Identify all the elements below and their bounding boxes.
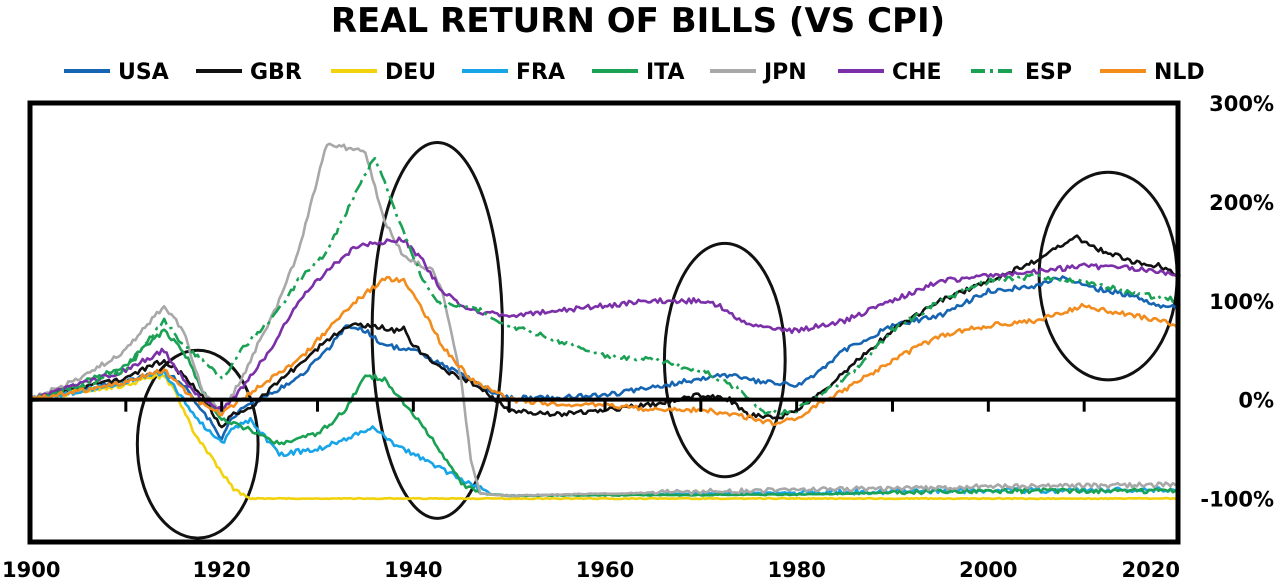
legend-item-gbr: GBR bbox=[196, 60, 302, 85]
plot-frame bbox=[27, 100, 1181, 545]
x-tick-label: 2020 bbox=[1122, 558, 1180, 582]
y-tick-label: 300% bbox=[1209, 92, 1274, 116]
highlight-ellipse bbox=[135, 348, 260, 540]
series-line-che bbox=[29, 236, 1181, 412]
series-line-ita bbox=[29, 328, 1181, 498]
legend-label: GBR bbox=[250, 60, 302, 85]
legend-item-deu: DEU bbox=[331, 60, 436, 85]
x-tick-label: 1980 bbox=[767, 558, 825, 582]
y-tick-label: 100% bbox=[1209, 290, 1274, 314]
chart-title: REAL RETURN OF BILLS (VS CPI) bbox=[331, 1, 945, 41]
annotations bbox=[135, 141, 1179, 540]
series-line-usa bbox=[28, 275, 1181, 441]
series-line-esp bbox=[29, 156, 1181, 416]
y-tick-label: 200% bbox=[1209, 191, 1274, 215]
legend-label: FRA bbox=[516, 60, 565, 85]
legend-item-jpn: JPN bbox=[710, 60, 807, 85]
legend-item-usa: USA bbox=[64, 60, 169, 85]
y-tick-label: 0% bbox=[1238, 389, 1274, 413]
legend-item-fra: FRA bbox=[462, 60, 565, 85]
series-line-deu bbox=[28, 373, 1181, 501]
legend-label: DEU bbox=[385, 60, 436, 85]
legend-label: ESP bbox=[1025, 60, 1072, 85]
tick-labels: 1900 1920 1940 1960 1980 2000 2020 300% 200% 100%… bbox=[2, 92, 1274, 582]
legend-label: NLD bbox=[1154, 60, 1205, 85]
x-tick-label: 1960 bbox=[576, 558, 634, 582]
legend: USA GBR DEU FRA ITA JPN CHE ESP NLD bbox=[64, 60, 1205, 85]
x-tick-label: 1940 bbox=[384, 558, 442, 582]
legend-label: JPN bbox=[762, 60, 807, 85]
x-tick-label: 1920 bbox=[192, 558, 250, 582]
x-tick-label: 2000 bbox=[959, 558, 1017, 582]
highlight-ellipse bbox=[662, 241, 787, 479]
legend-label: ITA bbox=[646, 60, 685, 85]
x-tick-label: 1900 bbox=[2, 558, 60, 582]
legend-item-ita: ITA bbox=[592, 60, 685, 85]
y-tick-label: -100% bbox=[1200, 488, 1274, 512]
legend-label: CHE bbox=[892, 60, 942, 85]
axes bbox=[27, 100, 1181, 545]
series-layer bbox=[28, 142, 1182, 501]
highlight-ellipse bbox=[370, 141, 504, 520]
legend-item-nld: NLD bbox=[1100, 60, 1205, 85]
highlight-ellipse bbox=[1037, 170, 1179, 382]
legend-item-esp: ESP bbox=[971, 60, 1072, 85]
legend-label: USA bbox=[118, 60, 169, 85]
legend-item-che: CHE bbox=[838, 60, 942, 85]
